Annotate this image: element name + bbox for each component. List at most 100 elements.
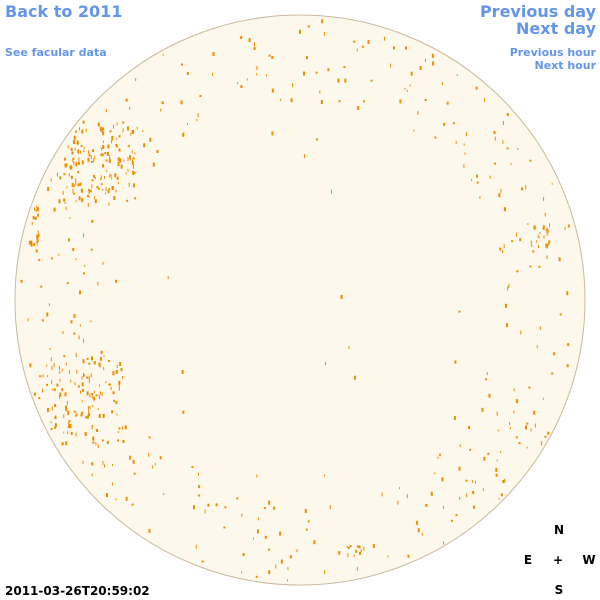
- facula: [437, 456, 439, 459]
- facula: [37, 233, 40, 237]
- facula: [518, 442, 521, 445]
- facula: [204, 509, 206, 514]
- facula: [108, 159, 111, 163]
- facula: [131, 150, 133, 154]
- facula: [443, 541, 444, 545]
- facula: [100, 175, 102, 180]
- facula: [316, 138, 318, 141]
- previous-hour-link[interactable]: Previous hour: [510, 46, 597, 59]
- facula: [540, 442, 542, 446]
- facula: [181, 63, 183, 66]
- facula: [432, 61, 435, 66]
- facula: [119, 362, 122, 366]
- facula: [63, 198, 66, 202]
- facula: [453, 416, 456, 420]
- facula: [254, 42, 255, 47]
- facula: [100, 350, 103, 354]
- facula: [75, 413, 77, 417]
- facula: [89, 362, 91, 365]
- facula: [100, 129, 103, 133]
- facula: [77, 171, 80, 174]
- facula: [493, 131, 496, 134]
- facula: [509, 422, 511, 425]
- facula: [87, 413, 89, 418]
- facula: [63, 414, 65, 419]
- facula: [38, 258, 41, 261]
- facula: [92, 149, 94, 153]
- facula: [124, 425, 127, 430]
- facula: [256, 65, 258, 70]
- facula: [536, 345, 538, 349]
- facula: [79, 290, 81, 295]
- facula: [289, 555, 292, 559]
- facula: [506, 323, 508, 328]
- facula: [156, 150, 159, 153]
- facula: [268, 54, 271, 57]
- facula: [348, 346, 350, 350]
- facula: [51, 380, 53, 384]
- facula: [88, 409, 90, 413]
- facula: [103, 355, 105, 358]
- facula: [466, 132, 467, 137]
- facula: [353, 40, 356, 43]
- facula: [105, 159, 108, 162]
- facula: [111, 140, 112, 144]
- facula: [78, 196, 81, 201]
- facula: [530, 240, 532, 243]
- facula: [72, 247, 75, 251]
- facula: [73, 184, 75, 188]
- next-hour-link[interactable]: Next hour: [535, 59, 597, 72]
- facula: [539, 232, 541, 235]
- facula: [513, 388, 515, 392]
- facula: [304, 154, 306, 159]
- facula: [370, 79, 373, 82]
- facula: [94, 156, 96, 160]
- facula: [130, 132, 132, 136]
- facula: [458, 466, 461, 471]
- facula: [207, 503, 210, 507]
- facula: [75, 178, 77, 183]
- back-link[interactable]: Back to 2011: [5, 2, 122, 21]
- facular-link[interactable]: See facular data: [5, 46, 107, 59]
- facula: [50, 178, 52, 182]
- facula: [73, 410, 76, 413]
- facula: [88, 413, 91, 417]
- next-day-link[interactable]: Next day: [516, 19, 597, 38]
- facula: [458, 310, 461, 313]
- facula: [356, 48, 358, 52]
- facula: [494, 162, 497, 165]
- facula: [273, 506, 276, 510]
- facula: [107, 359, 110, 362]
- facula: [443, 122, 446, 126]
- facula: [287, 579, 288, 582]
- facula: [406, 89, 408, 92]
- facula: [105, 109, 107, 113]
- facula: [325, 362, 326, 365]
- facula: [143, 143, 146, 148]
- facula: [253, 537, 254, 540]
- facula: [108, 202, 110, 206]
- facula: [61, 388, 64, 392]
- facula: [88, 190, 90, 195]
- facula: [551, 372, 554, 375]
- facula: [73, 192, 75, 195]
- facula: [483, 456, 486, 461]
- facula: [112, 371, 115, 376]
- facula: [107, 190, 110, 194]
- previous-day-link[interactable]: Previous day: [480, 2, 597, 21]
- facula: [511, 240, 514, 243]
- facula: [397, 500, 399, 505]
- facula: [152, 162, 155, 167]
- facula: [50, 421, 52, 424]
- facula: [42, 388, 44, 393]
- facula: [118, 386, 120, 391]
- facula: [80, 390, 81, 394]
- facula: [506, 113, 509, 116]
- facula: [199, 95, 202, 98]
- facula: [338, 553, 340, 556]
- facula: [148, 528, 151, 533]
- facula: [89, 393, 91, 398]
- facula: [106, 151, 109, 156]
- facula: [136, 126, 138, 130]
- facula: [363, 100, 365, 103]
